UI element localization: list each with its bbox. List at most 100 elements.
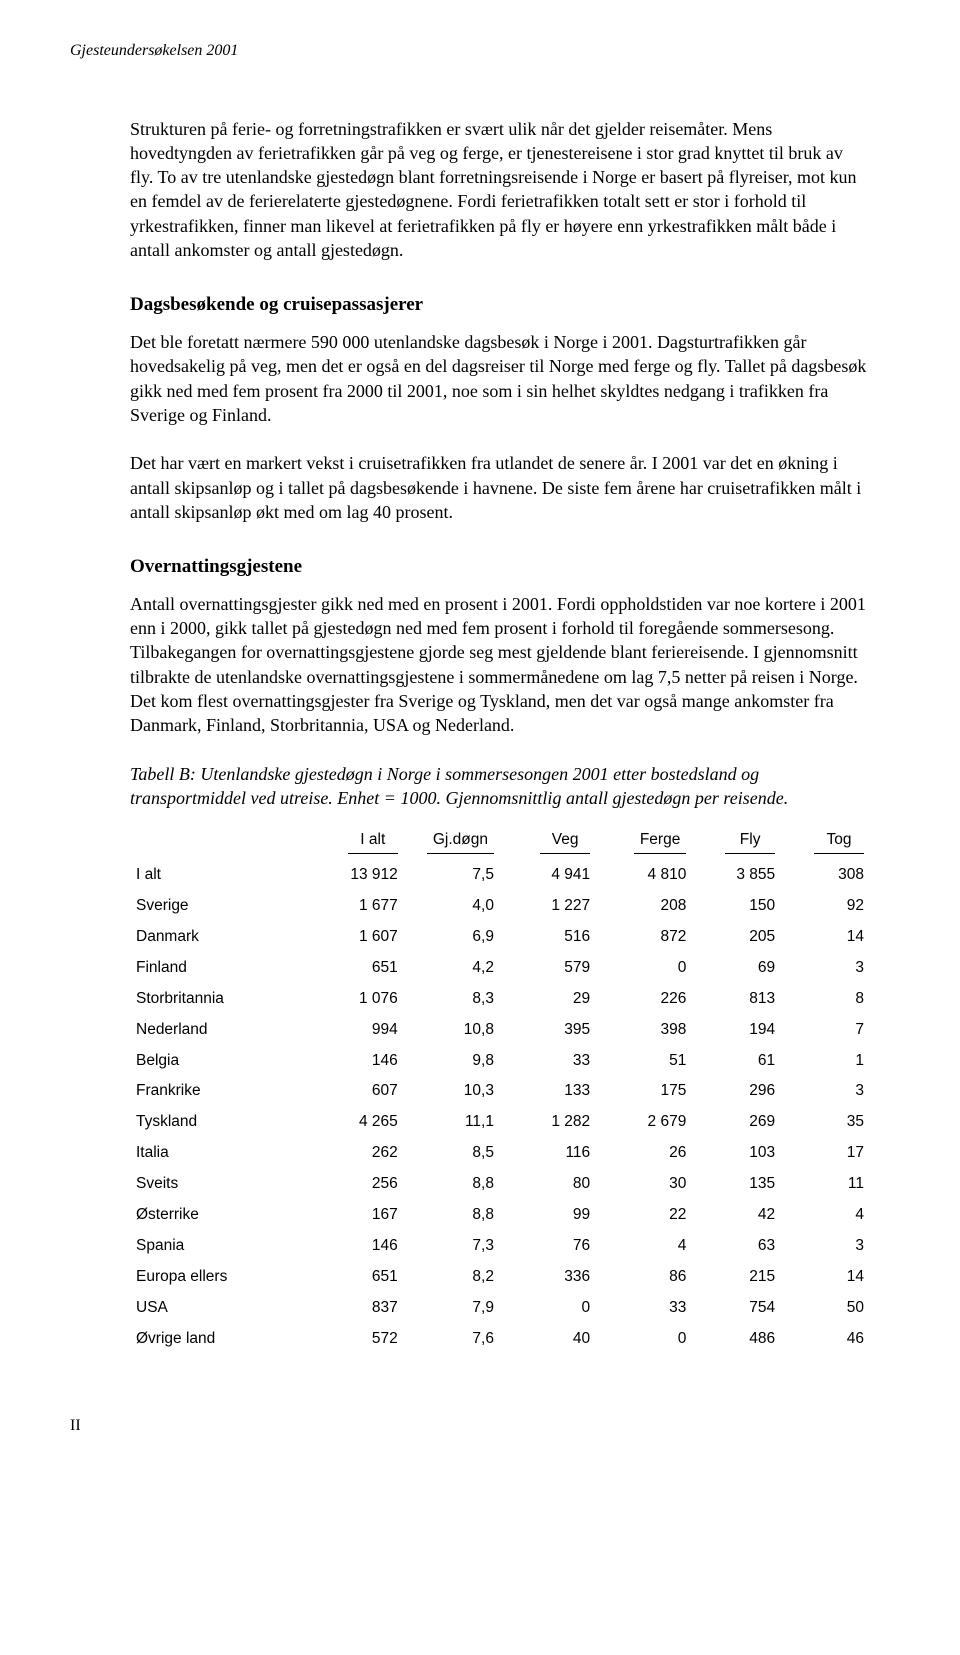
- table-cell: 7,6: [404, 1324, 500, 1355]
- table-col-header: Gj.døgn: [404, 824, 500, 860]
- table-cell: 8,2: [404, 1262, 500, 1293]
- document-header: Gjesteundersøkelsen 2001: [70, 40, 870, 62]
- table-cell: 8,3: [404, 984, 500, 1015]
- table-cell: 296: [692, 1076, 781, 1107]
- table-cell: 208: [596, 891, 692, 922]
- table-row: Finland6514,25790693: [130, 953, 870, 984]
- table-row: Italia2628,51162610317: [130, 1138, 870, 1169]
- table-cell: Nederland: [130, 1015, 308, 1046]
- table-cell: 80: [500, 1169, 596, 1200]
- table-cell: 1 227: [500, 891, 596, 922]
- table-cell: 133: [500, 1076, 596, 1107]
- table-row: Sverige1 6774,01 22720815092: [130, 891, 870, 922]
- table-body: I alt13 9127,54 9414 8103 855308Sverige1…: [130, 860, 870, 1355]
- table-header-row: I altGj.døgnVegFergeFlyTog: [130, 824, 870, 860]
- table-row: Spania1467,3764633: [130, 1231, 870, 1262]
- table-cell: 269: [692, 1107, 781, 1138]
- table-cell: 398: [596, 1015, 692, 1046]
- table-cell: 35: [781, 1107, 870, 1138]
- table-caption: Tabell B: Utenlandske gjestedøgn i Norge…: [130, 762, 870, 811]
- paragraph-overnatting: Antall overnattingsgjester gikk ned med …: [130, 592, 870, 738]
- paragraph-dags-2: Det har vært en markert vekst i cruisetr…: [130, 451, 870, 524]
- table-cell: 4 265: [308, 1107, 404, 1138]
- table-row: Belgia1469,83351611: [130, 1046, 870, 1077]
- table-cell: 14: [781, 1262, 870, 1293]
- table-cell: 22: [596, 1200, 692, 1231]
- table-cell: 146: [308, 1046, 404, 1077]
- table-cell: 9,8: [404, 1046, 500, 1077]
- table-cell: 175: [596, 1076, 692, 1107]
- table-cell: 8,5: [404, 1138, 500, 1169]
- table-cell: 92: [781, 891, 870, 922]
- table-cell: 29: [500, 984, 596, 1015]
- table-cell: Italia: [130, 1138, 308, 1169]
- table-cell: 63: [692, 1231, 781, 1262]
- table-cell: 4,2: [404, 953, 500, 984]
- table-cell: 4: [781, 1200, 870, 1231]
- table-cell: 0: [596, 953, 692, 984]
- table-row: USA8377,903375450: [130, 1293, 870, 1324]
- table-cell: 42: [692, 1200, 781, 1231]
- table-cell: 0: [500, 1293, 596, 1324]
- paragraph-dags-1: Det ble foretatt nærmere 590 000 utenlan…: [130, 330, 870, 427]
- table-col-header: Fly: [692, 824, 781, 860]
- table-row: Tyskland4 26511,11 2822 67926935: [130, 1107, 870, 1138]
- table-cell: 837: [308, 1293, 404, 1324]
- table-cell: 308: [781, 860, 870, 891]
- table-cell: 17: [781, 1138, 870, 1169]
- table-row: Danmark1 6076,951687220514: [130, 922, 870, 953]
- table-cell: 8,8: [404, 1169, 500, 1200]
- table-cell: 3: [781, 1231, 870, 1262]
- table-cell: 7: [781, 1015, 870, 1046]
- table-cell: 11: [781, 1169, 870, 1200]
- table-cell: 3 855: [692, 860, 781, 891]
- table-cell: 4,0: [404, 891, 500, 922]
- table-cell: Spania: [130, 1231, 308, 1262]
- table-cell: 205: [692, 922, 781, 953]
- table-cell: 7,5: [404, 860, 500, 891]
- table-cell: 4: [596, 1231, 692, 1262]
- table-cell: 76: [500, 1231, 596, 1262]
- table-cell: Europa ellers: [130, 1262, 308, 1293]
- table-cell: 69: [692, 953, 781, 984]
- table-row: Øvrige land5727,640048646: [130, 1324, 870, 1355]
- table-row: I alt13 9127,54 9414 8103 855308: [130, 860, 870, 891]
- table-cell: 516: [500, 922, 596, 953]
- table-cell: 10,8: [404, 1015, 500, 1046]
- table-cell: 2 679: [596, 1107, 692, 1138]
- table-cell: 61: [692, 1046, 781, 1077]
- table-cell: 14: [781, 922, 870, 953]
- table-cell: 33: [596, 1293, 692, 1324]
- table-cell: 167: [308, 1200, 404, 1231]
- table-cell: 215: [692, 1262, 781, 1293]
- table-cell: 6,9: [404, 922, 500, 953]
- table-row: Østerrike1678,89922424: [130, 1200, 870, 1231]
- table-cell: 607: [308, 1076, 404, 1107]
- table-cell: 754: [692, 1293, 781, 1324]
- table-col-header: Tog: [781, 824, 870, 860]
- table-cell: 46: [781, 1324, 870, 1355]
- table-cell: 7,3: [404, 1231, 500, 1262]
- table-col-header: I alt: [308, 824, 404, 860]
- table-row: Nederland99410,83953981947: [130, 1015, 870, 1046]
- paragraph-intro: Strukturen på ferie- og forretningstrafi…: [130, 117, 870, 263]
- table-cell: 194: [692, 1015, 781, 1046]
- table-row: Frankrike60710,31331752963: [130, 1076, 870, 1107]
- heading-dagsbesokende: Dagsbesøkende og cruisepassasjerer: [130, 292, 870, 318]
- table-cell: 872: [596, 922, 692, 953]
- table-cell: 579: [500, 953, 596, 984]
- table-cell: 1 076: [308, 984, 404, 1015]
- table-cell: I alt: [130, 860, 308, 891]
- table-cell: Sveits: [130, 1169, 308, 1200]
- page-number: II: [70, 1415, 870, 1437]
- table-cell: 86: [596, 1262, 692, 1293]
- table-cell: 8,8: [404, 1200, 500, 1231]
- table-row: Sveits2568,8803013511: [130, 1169, 870, 1200]
- table-cell: 4 810: [596, 860, 692, 891]
- table-row: Europa ellers6518,23368621514: [130, 1262, 870, 1293]
- table-cell: 572: [308, 1324, 404, 1355]
- table-col-header: Veg: [500, 824, 596, 860]
- table-cell: 813: [692, 984, 781, 1015]
- table-cell: 8: [781, 984, 870, 1015]
- table-cell: 10,3: [404, 1076, 500, 1107]
